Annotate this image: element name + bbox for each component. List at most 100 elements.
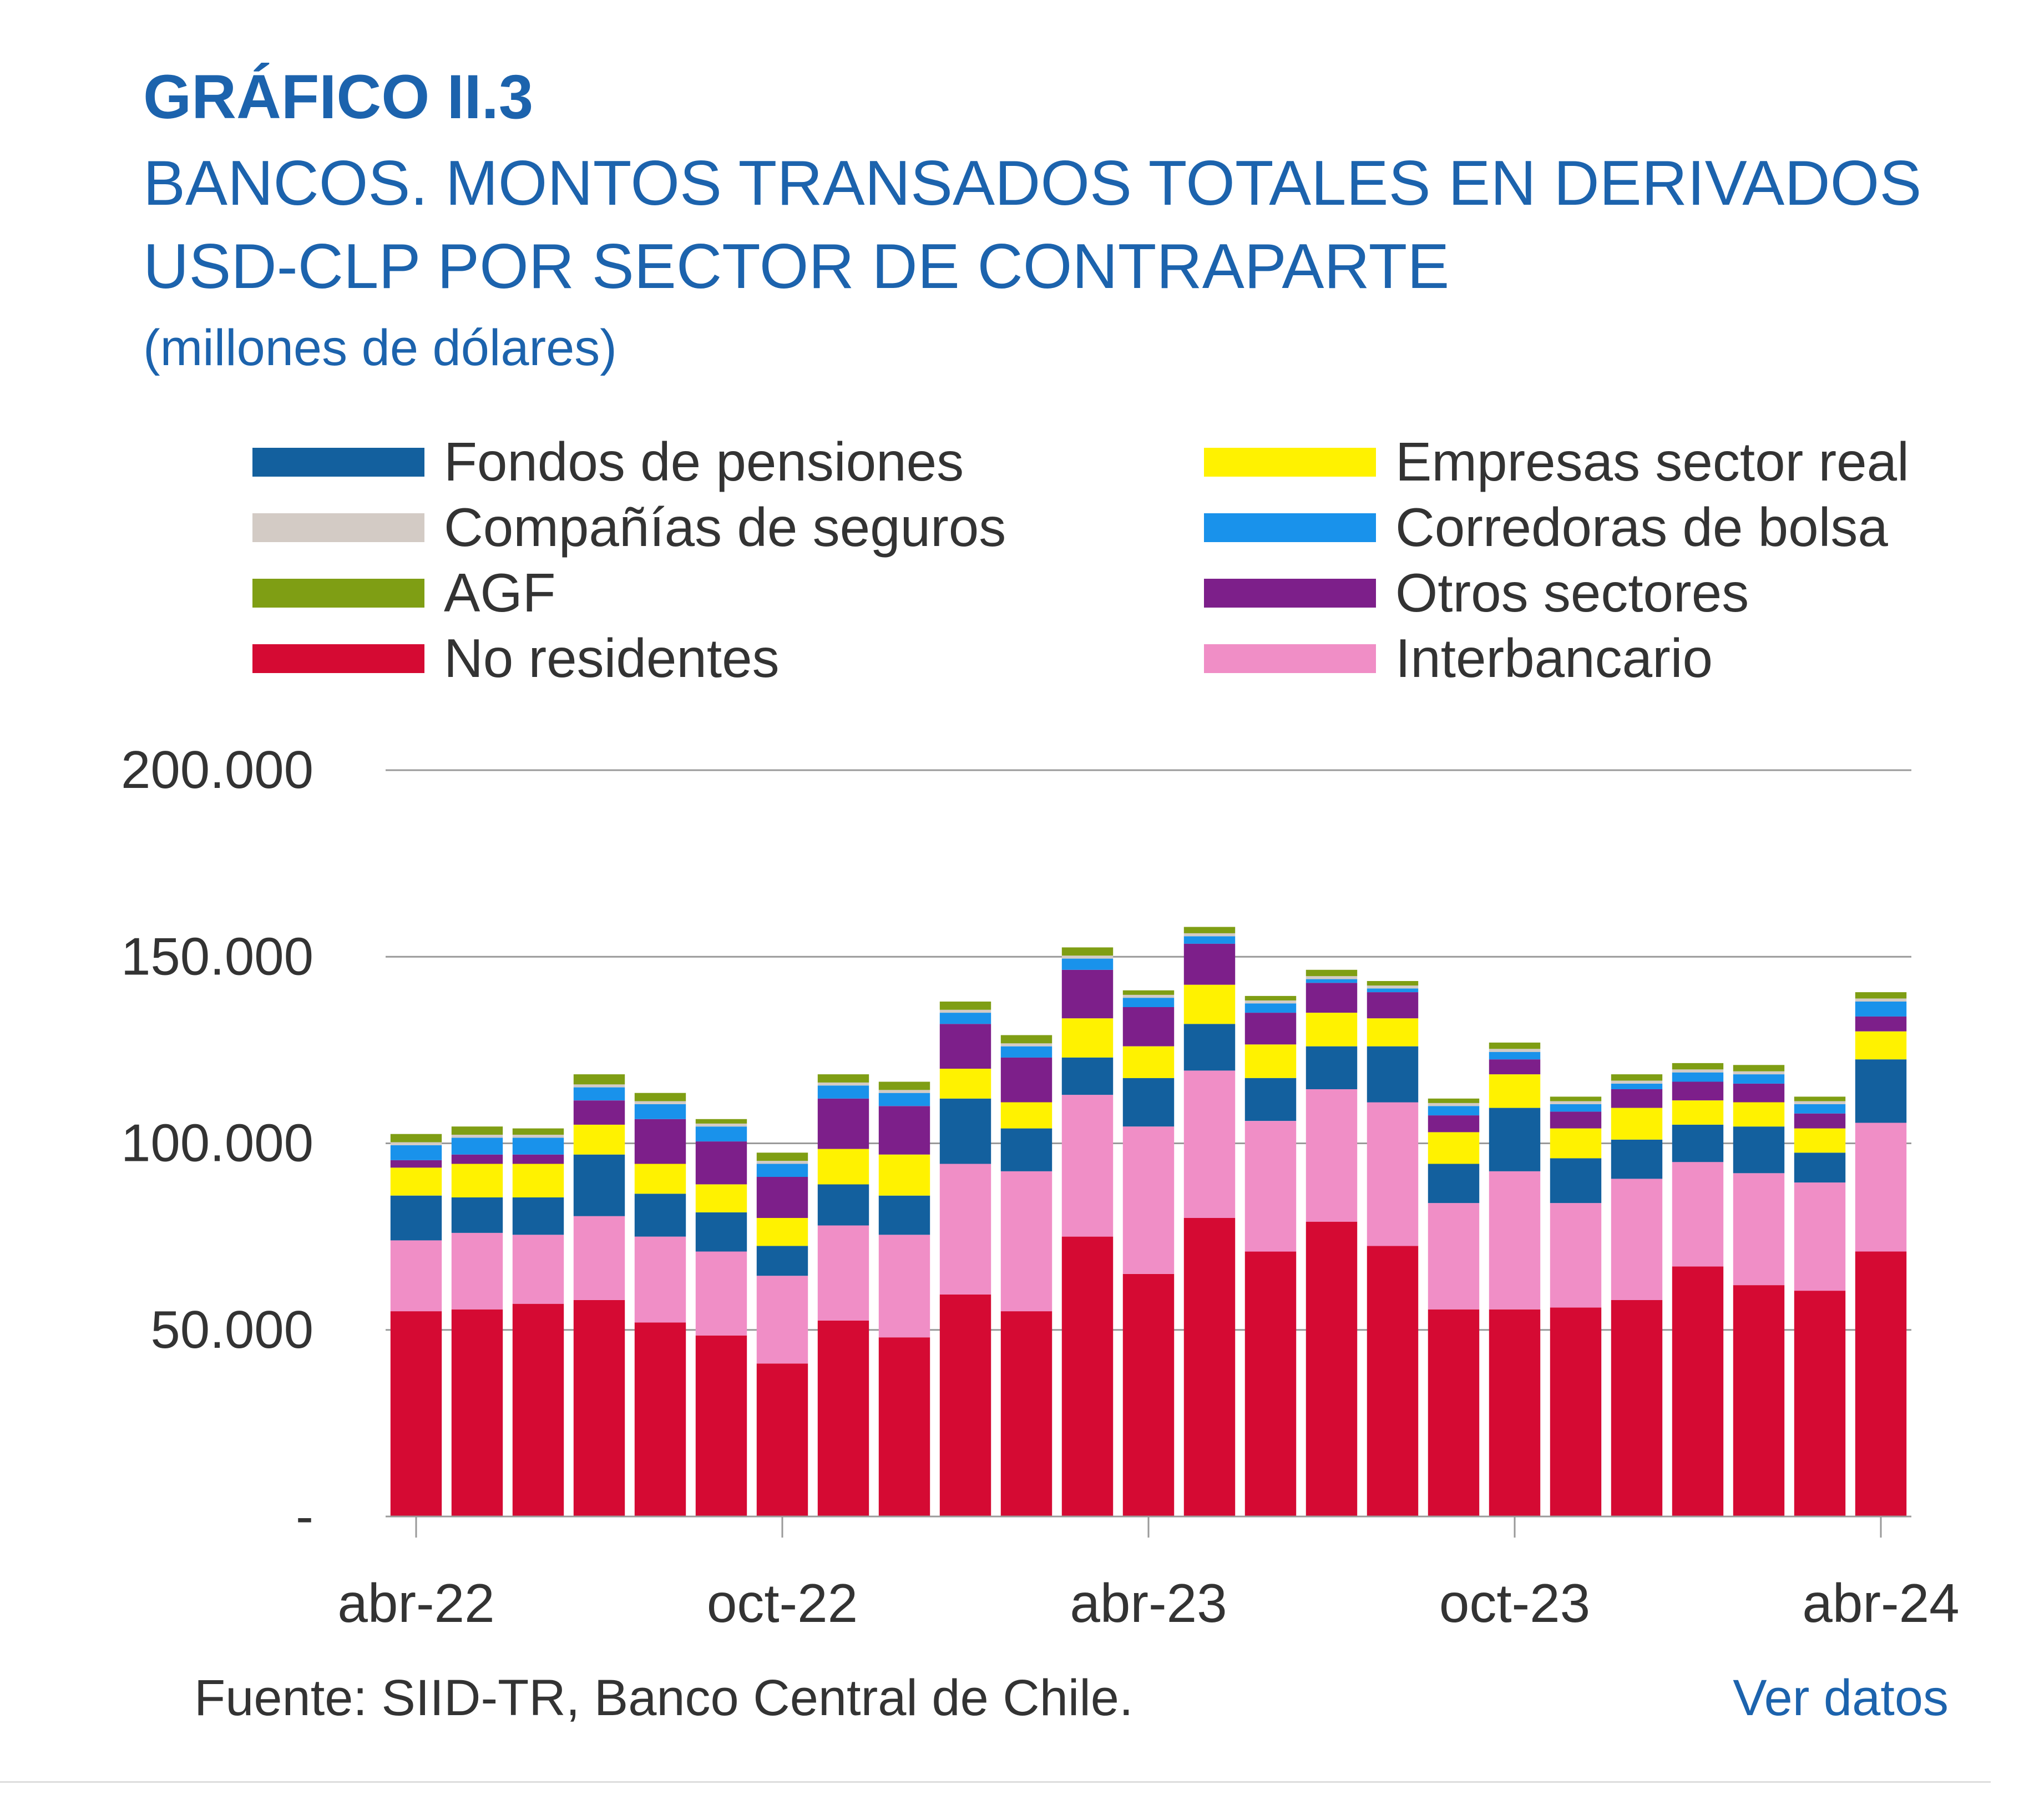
bar-interbancario-oct-22	[756, 1276, 808, 1364]
bar-interbancario-oct-23	[1489, 1171, 1541, 1310]
legend-label-corredoras-de-bolsa: Corredoras de bolsa	[1395, 497, 1888, 558]
bar-empresas-sector-real-jun-22	[512, 1164, 564, 1197]
bar-agf-jul-22	[573, 1074, 625, 1085]
legend-label-interbancario: Interbancario	[1395, 628, 1713, 689]
bar-agf-abr-22	[390, 1134, 442, 1142]
bar-empresas-sector-real-mar-24	[1794, 1128, 1846, 1153]
bar-companias-de-seguros-sep-23	[1428, 1103, 1480, 1106]
x-tick-label: abr-23	[1070, 1573, 1227, 1634]
bar-no-residentes-ene-24	[1672, 1266, 1724, 1516]
bar-fondos-de-pensiones-abr-24	[1855, 1059, 1907, 1123]
bar-no-residentes-ago-23	[1367, 1246, 1419, 1516]
bar-otros-sectores-ene-23	[939, 1024, 991, 1069]
bar-corredoras-de-bolsa-ene-24	[1672, 1072, 1724, 1082]
bar-corredoras-de-bolsa-ene-23	[939, 1013, 991, 1024]
bar-fondos-de-pensiones-may-23	[1183, 1024, 1236, 1071]
y-tick-label: 100.000	[121, 1114, 313, 1173]
bar-companias-de-seguros-jul-22	[573, 1084, 625, 1088]
chart-label: GRÁFICO II.3	[143, 62, 534, 132]
bar-empresas-sector-real-nov-23	[1550, 1128, 1602, 1159]
chart-title-line-1: BANCOS. MONTOS TRANSADOS TOTALES EN DERI…	[143, 148, 1922, 219]
x-tick-label: oct-22	[707, 1573, 858, 1634]
bar-corredoras-de-bolsa-feb-24	[1733, 1074, 1785, 1084]
bar-interbancario-ene-24	[1672, 1162, 1724, 1267]
bar-empresas-sector-real-ago-22	[634, 1164, 686, 1194]
bar-no-residentes-mar-23	[1061, 1236, 1114, 1516]
bar-companias-de-seguros-ene-23	[939, 1009, 991, 1013]
legend-swatch-agf	[252, 579, 424, 608]
bar-otros-sectores-dic-22	[878, 1106, 930, 1155]
bar-no-residentes-abr-24	[1855, 1251, 1907, 1516]
bar-empresas-sector-real-oct-22	[756, 1218, 808, 1246]
bar-otros-sectores-nov-22	[817, 1098, 869, 1149]
bar-no-residentes-dic-23	[1611, 1300, 1663, 1516]
bar-no-residentes-abr-23	[1122, 1273, 1175, 1516]
bar-empresas-sector-real-sep-22	[695, 1184, 747, 1212]
bar-fondos-de-pensiones-ago-22	[634, 1194, 686, 1237]
bars	[390, 927, 1907, 1516]
bar-agf-dic-22	[878, 1081, 930, 1090]
bar-no-residentes-abr-22	[390, 1311, 442, 1516]
legend-label-agf: AGF	[444, 562, 555, 623]
legend-swatch-no-residentes	[252, 644, 424, 673]
bar-fondos-de-pensiones-dic-22	[878, 1195, 930, 1235]
bar-otros-sectores-sep-22	[695, 1141, 747, 1185]
bar-empresas-sector-real-jul-22	[573, 1124, 625, 1155]
bar-companias-de-seguros-jun-22	[512, 1135, 564, 1138]
bar-agf-sep-22	[695, 1119, 747, 1124]
bar-agf-abr-24	[1855, 992, 1907, 999]
bar-no-residentes-ago-22	[634, 1322, 686, 1516]
bar-agf-jul-23	[1306, 969, 1358, 977]
bar-fondos-de-pensiones-nov-22	[817, 1184, 869, 1226]
bar-agf-feb-23	[1000, 1035, 1053, 1044]
bar-corredoras-de-bolsa-oct-23	[1489, 1051, 1541, 1060]
bar-interbancario-sep-22	[695, 1251, 747, 1336]
bar-empresas-sector-real-feb-23	[1000, 1102, 1053, 1129]
bar-otros-sectores-abr-24	[1855, 1016, 1907, 1032]
bar-agf-may-23	[1183, 927, 1236, 933]
bar-interbancario-abr-23	[1122, 1126, 1175, 1274]
bar-no-residentes-nov-23	[1550, 1307, 1602, 1516]
bar-agf-ene-23	[939, 1002, 991, 1010]
bar-agf-mar-23	[1061, 947, 1114, 956]
bar-fondos-de-pensiones-jun-22	[512, 1197, 564, 1235]
legend-label-no-residentes: No residentes	[444, 628, 780, 689]
bar-otros-sectores-ago-23	[1367, 992, 1419, 1019]
bar-otros-sectores-oct-23	[1489, 1059, 1541, 1075]
bar-companias-de-seguros-dic-22	[878, 1090, 930, 1093]
bar-fondos-de-pensiones-jul-23	[1306, 1046, 1358, 1089]
bar-companias-de-seguros-mar-23	[1061, 956, 1114, 959]
bar-fondos-de-pensiones-jun-23	[1244, 1078, 1297, 1121]
bar-otros-sectores-ago-22	[634, 1119, 686, 1164]
view-data-link[interactable]: Ver datos	[1733, 1670, 1949, 1726]
bar-fondos-de-pensiones-sep-22	[695, 1212, 747, 1252]
bar-otros-sectores-abr-23	[1122, 1007, 1175, 1046]
bar-interbancario-jul-22	[573, 1216, 625, 1300]
bar-fondos-de-pensiones-abr-22	[390, 1195, 442, 1241]
legend-swatch-fondos-de-pensiones	[252, 448, 424, 477]
bar-otros-sectores-mar-24	[1794, 1113, 1846, 1129]
bar-agf-jun-22	[512, 1128, 564, 1135]
bar-interbancario-dic-22	[878, 1235, 930, 1338]
y-tick-label: 150.000	[121, 927, 313, 986]
bar-interbancario-ago-23	[1367, 1102, 1419, 1246]
bar-empresas-sector-real-may-22	[451, 1164, 503, 1197]
bar-no-residentes-feb-23	[1000, 1311, 1053, 1516]
bar-otros-sectores-may-23	[1183, 943, 1236, 985]
bar-empresas-sector-real-may-23	[1183, 984, 1236, 1024]
bar-fondos-de-pensiones-dic-23	[1611, 1139, 1663, 1179]
bar-corredoras-de-bolsa-jun-22	[512, 1138, 564, 1155]
bar-agf-may-22	[451, 1126, 503, 1135]
bar-agf-ago-23	[1367, 981, 1419, 986]
bar-corredoras-de-bolsa-feb-23	[1000, 1046, 1053, 1058]
y-tick-label: 200.000	[121, 740, 313, 800]
bar-no-residentes-may-22	[451, 1309, 503, 1516]
bar-agf-feb-24	[1733, 1065, 1785, 1071]
bar-agf-oct-22	[756, 1152, 808, 1161]
bar-interbancario-sep-23	[1428, 1203, 1480, 1310]
bar-corredoras-de-bolsa-mar-23	[1061, 958, 1114, 970]
bar-companias-de-seguros-nov-23	[1550, 1101, 1602, 1104]
source-note: Fuente: SIID-TR, Banco Central de Chile.	[194, 1670, 1134, 1726]
bar-companias-de-seguros-ago-22	[634, 1101, 686, 1104]
